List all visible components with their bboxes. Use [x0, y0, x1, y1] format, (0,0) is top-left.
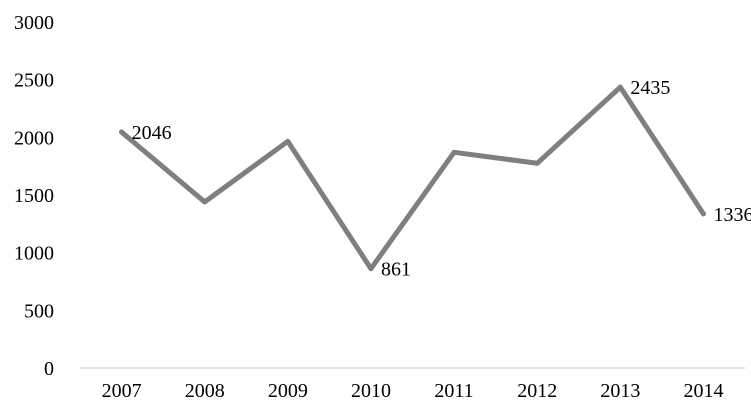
data-label: 1336 — [713, 204, 751, 226]
data-label: 2046 — [132, 122, 172, 144]
x-tick-label: 2009 — [268, 380, 308, 402]
data-label: 861 — [381, 259, 411, 281]
data-point — [700, 211, 706, 217]
y-tick-label: 2000 — [14, 127, 54, 149]
x-tick-label: 2012 — [517, 380, 557, 402]
y-tick-label: 1000 — [14, 243, 54, 265]
x-tick-label: 2011 — [434, 380, 473, 402]
series-line — [119, 84, 706, 272]
y-tick-label: 1500 — [14, 185, 54, 207]
data-point — [451, 149, 457, 155]
data-label: 2435 — [630, 77, 670, 99]
y-tick-label: 3000 — [14, 12, 54, 34]
x-axis-tick-labels: 2007 2008 2009 2010 2011 2012 2013 2014 — [102, 380, 724, 402]
y-tick-label: 2500 — [14, 70, 54, 92]
data-point — [119, 129, 125, 135]
x-tick-label: 2014 — [683, 380, 723, 402]
x-tick-label: 2007 — [102, 380, 142, 402]
data-point — [285, 138, 291, 144]
x-tick-label: 2008 — [185, 380, 225, 402]
data-point — [202, 199, 208, 205]
y-axis-tick-labels: 0 500 1000 1500 2000 2500 3000 — [14, 12, 54, 380]
data-point — [534, 160, 540, 166]
series-group — [119, 84, 706, 272]
x-tick-label: 2013 — [600, 380, 640, 402]
y-tick-label: 0 — [44, 358, 54, 380]
data-labels: 2046 861 2435 1336 — [132, 77, 751, 281]
data-point — [368, 266, 374, 272]
y-tick-label: 500 — [24, 300, 54, 322]
x-tick-label: 2010 — [351, 380, 391, 402]
data-point — [617, 84, 623, 90]
